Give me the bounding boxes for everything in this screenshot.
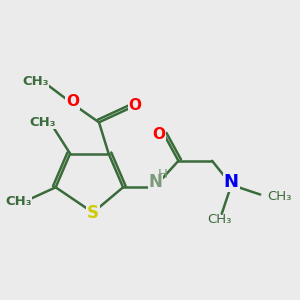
Text: H: H xyxy=(158,168,168,181)
Text: S: S xyxy=(87,204,99,222)
Text: CH₃: CH₃ xyxy=(22,75,49,88)
Text: CH₃: CH₃ xyxy=(207,213,232,226)
Text: N: N xyxy=(148,173,163,191)
Text: N: N xyxy=(224,173,239,191)
Text: O: O xyxy=(66,94,79,110)
Text: CH₃: CH₃ xyxy=(29,116,56,129)
Text: CH₃: CH₃ xyxy=(268,190,292,203)
Text: CH₃: CH₃ xyxy=(5,195,32,208)
Text: O: O xyxy=(129,98,142,113)
Text: O: O xyxy=(153,127,166,142)
